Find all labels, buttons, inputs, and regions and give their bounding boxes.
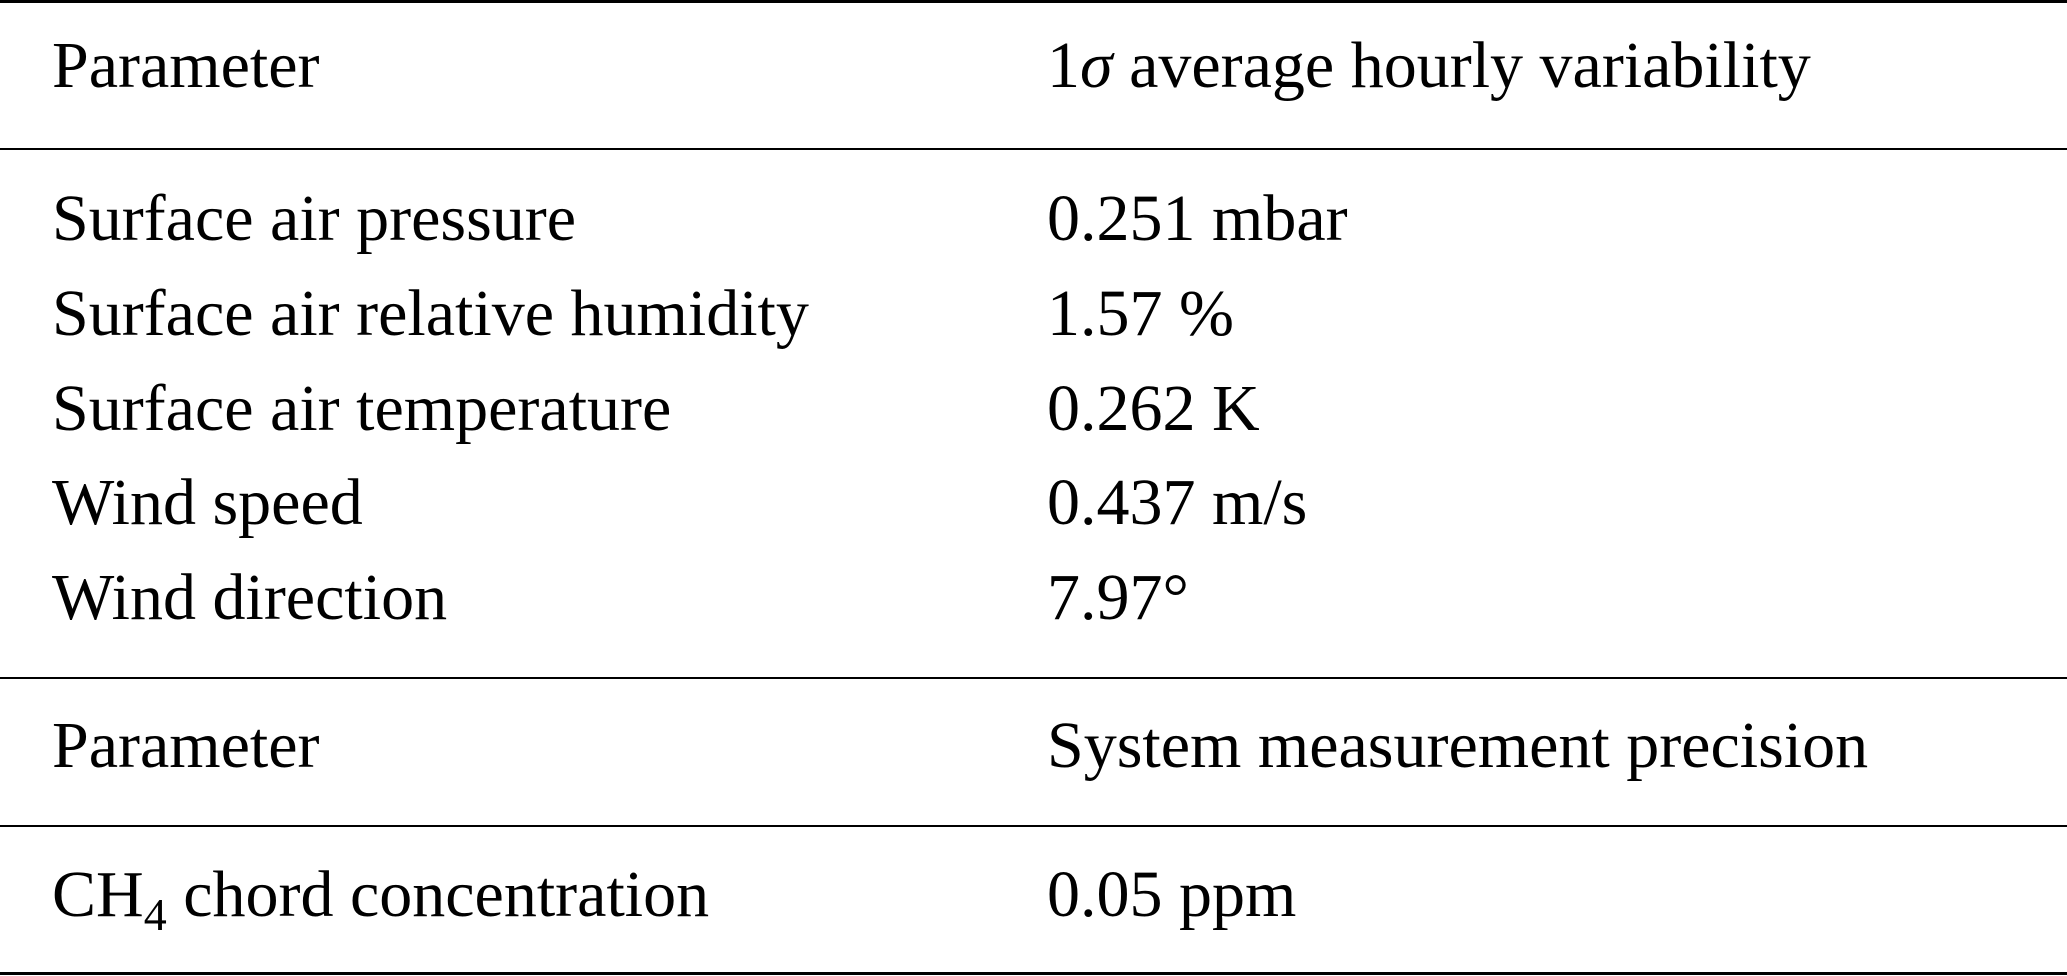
header-rule-1	[0, 148, 2067, 150]
ch4-rest: chord concentration	[166, 858, 710, 931]
row-value: 0.262 K	[1047, 372, 1260, 445]
subscript-4: 4	[143, 889, 167, 940]
header-hourly-variability: 1σ average hourly variability	[1047, 33, 1811, 99]
row-value: 0.251 mbar	[1047, 182, 1348, 255]
header-rule-2	[0, 825, 2067, 827]
header-rest: average hourly variability	[1112, 29, 1811, 102]
row-param: Surface air relative humidity	[52, 277, 809, 350]
ch-base: CH	[52, 858, 144, 931]
row-value: 1.57 %	[1047, 277, 1234, 350]
section-divider-rule	[0, 677, 2067, 679]
row-param: Wind direction	[52, 561, 448, 634]
header-measurement-precision: System measurement precision	[1047, 709, 1869, 782]
row-param: Wind speed	[52, 466, 363, 539]
row-value: 0.437 m/s	[1047, 466, 1308, 539]
header-parameter-1: Parameter	[52, 29, 320, 102]
header-prefix: 1	[1047, 29, 1080, 102]
row-param-ch4: CH4 chord concentration	[52, 862, 709, 938]
row-param: Surface air temperature	[52, 372, 672, 445]
table-bottom-rule	[0, 972, 2067, 975]
table-top-rule	[0, 0, 2067, 3]
header-parameter-2: Parameter	[52, 709, 320, 782]
sigma-symbol: σ	[1080, 29, 1113, 102]
row-value: 0.05 ppm	[1047, 858, 1297, 931]
row-value: 7.97°	[1047, 561, 1189, 634]
row-param: Surface air pressure	[52, 182, 577, 255]
